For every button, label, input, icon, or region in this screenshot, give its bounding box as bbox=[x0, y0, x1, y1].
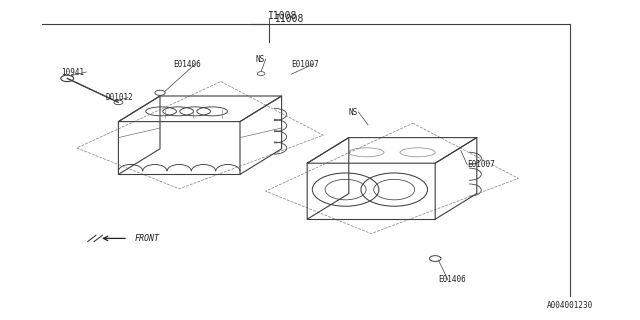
Text: FRONT: FRONT bbox=[134, 234, 159, 243]
Text: I1008: I1008 bbox=[275, 14, 305, 24]
Text: E01406: E01406 bbox=[173, 60, 200, 68]
Text: A004001230: A004001230 bbox=[547, 301, 593, 310]
Text: I1008: I1008 bbox=[268, 11, 297, 21]
Text: NS: NS bbox=[256, 55, 265, 64]
Text: 10941: 10941 bbox=[61, 68, 84, 76]
Text: E01007: E01007 bbox=[291, 60, 319, 68]
Text: D01012: D01012 bbox=[106, 93, 133, 102]
Text: NS: NS bbox=[349, 108, 358, 116]
Text: E01406: E01406 bbox=[438, 276, 466, 284]
Text: E01007: E01007 bbox=[467, 160, 495, 169]
